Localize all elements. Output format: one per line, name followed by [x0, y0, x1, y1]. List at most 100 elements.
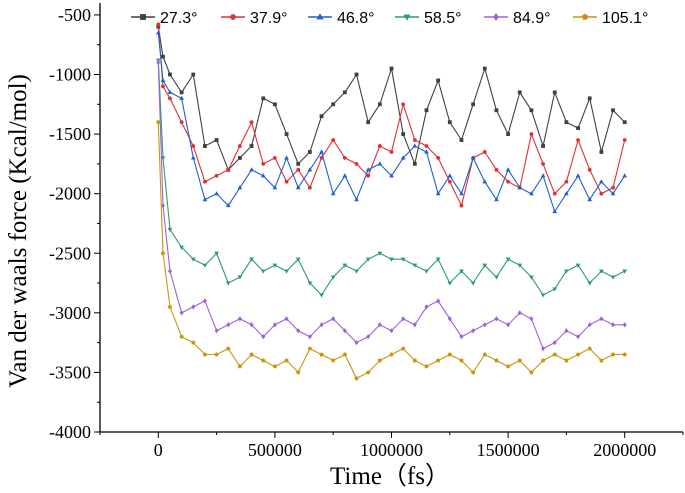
legend-label: 27.3° — [160, 10, 198, 27]
data-point — [564, 328, 569, 334]
data-point — [447, 281, 453, 286]
data-point — [587, 346, 592, 351]
data-point — [319, 293, 324, 298]
data-point — [284, 132, 289, 136]
data-point — [610, 275, 616, 280]
data-point — [529, 316, 534, 322]
data-point — [459, 203, 464, 208]
legend-item: 58.5° — [395, 10, 462, 27]
data-point — [564, 120, 569, 125]
data-point — [424, 304, 429, 310]
data-point — [471, 328, 476, 334]
data-point — [237, 275, 243, 280]
data-point — [354, 340, 359, 346]
data-point — [237, 364, 243, 369]
series-line — [157, 62, 625, 350]
y-tick-label: -1000 — [49, 65, 91, 85]
y-ticks: -500 -1000 -1500 -2000 -2500 -3000 -3500 -4000 — [49, 5, 100, 442]
x-tick-label: 1000000 — [360, 440, 423, 460]
data-point — [494, 358, 499, 363]
data-point — [540, 358, 546, 363]
data-point — [435, 191, 441, 196]
data-point — [167, 268, 172, 274]
data-point — [401, 316, 406, 322]
data-point — [622, 173, 628, 178]
data-point — [249, 257, 254, 262]
data-point — [179, 120, 184, 125]
data-point — [622, 352, 627, 357]
data-point — [296, 167, 301, 172]
y-tick-label: -2000 — [49, 184, 91, 204]
x-axis-title: Time（fs） — [330, 462, 450, 490]
data-point — [552, 340, 557, 346]
data-point — [377, 358, 383, 363]
x-tick-label: 0 — [154, 440, 163, 460]
data-point — [203, 144, 207, 148]
data-point — [249, 322, 254, 328]
data-point — [202, 263, 208, 268]
data-point — [471, 102, 476, 107]
data-point — [424, 108, 429, 113]
series-line — [157, 26, 626, 171]
data-point — [354, 269, 359, 274]
data-point — [272, 322, 277, 328]
data-point — [261, 96, 266, 101]
data-point — [529, 108, 534, 113]
legend-item: 46.8° — [308, 10, 375, 27]
data-point — [494, 316, 499, 322]
data-point — [161, 84, 165, 89]
y-tick-label: -500 — [58, 5, 91, 25]
data-point — [459, 138, 464, 142]
data-point — [156, 60, 161, 66]
data-point — [261, 334, 266, 340]
legend-marker — [140, 14, 146, 20]
data-point — [599, 150, 604, 154]
data-point — [179, 334, 184, 339]
y-tick-label: -3500 — [49, 362, 91, 382]
x-ticks: 0 500000 1000000 1500000 2000000 — [99, 432, 684, 460]
data-point — [599, 179, 604, 184]
data-point — [249, 352, 254, 357]
data-point — [610, 352, 616, 357]
data-point — [436, 78, 441, 83]
data-point — [389, 150, 394, 154]
data-point — [284, 316, 289, 322]
data-point — [389, 257, 394, 262]
data-point — [202, 352, 208, 357]
data-point — [284, 179, 289, 184]
data-point — [377, 322, 382, 328]
data-point — [389, 328, 394, 334]
data-point — [342, 263, 348, 268]
data-point — [354, 376, 359, 381]
data-point — [226, 167, 231, 172]
legend-marker — [581, 13, 589, 20]
data-point — [447, 173, 453, 178]
data-point — [260, 173, 266, 178]
data-point — [190, 155, 196, 160]
data-point — [296, 161, 301, 166]
data-point — [587, 281, 593, 286]
legend-item: 27.3° — [131, 10, 198, 27]
data-point — [470, 155, 476, 160]
series-5 — [156, 60, 627, 352]
data-point — [389, 66, 394, 71]
data-point — [482, 322, 487, 328]
data-point — [599, 269, 604, 274]
data-point — [587, 96, 592, 101]
data-point — [506, 322, 511, 328]
data-point — [505, 167, 511, 172]
data-point — [412, 358, 417, 363]
data-point — [587, 167, 592, 172]
data-point — [576, 126, 580, 131]
data-point — [575, 173, 581, 178]
data-point — [412, 138, 417, 142]
y-tick-label: -3000 — [49, 303, 91, 323]
data-point — [447, 316, 452, 322]
legend-item: 105.1° — [573, 10, 648, 27]
data-point — [622, 120, 627, 125]
data-point — [342, 352, 348, 357]
data-point — [366, 120, 371, 125]
data-point — [366, 173, 371, 178]
data-point — [191, 304, 196, 310]
